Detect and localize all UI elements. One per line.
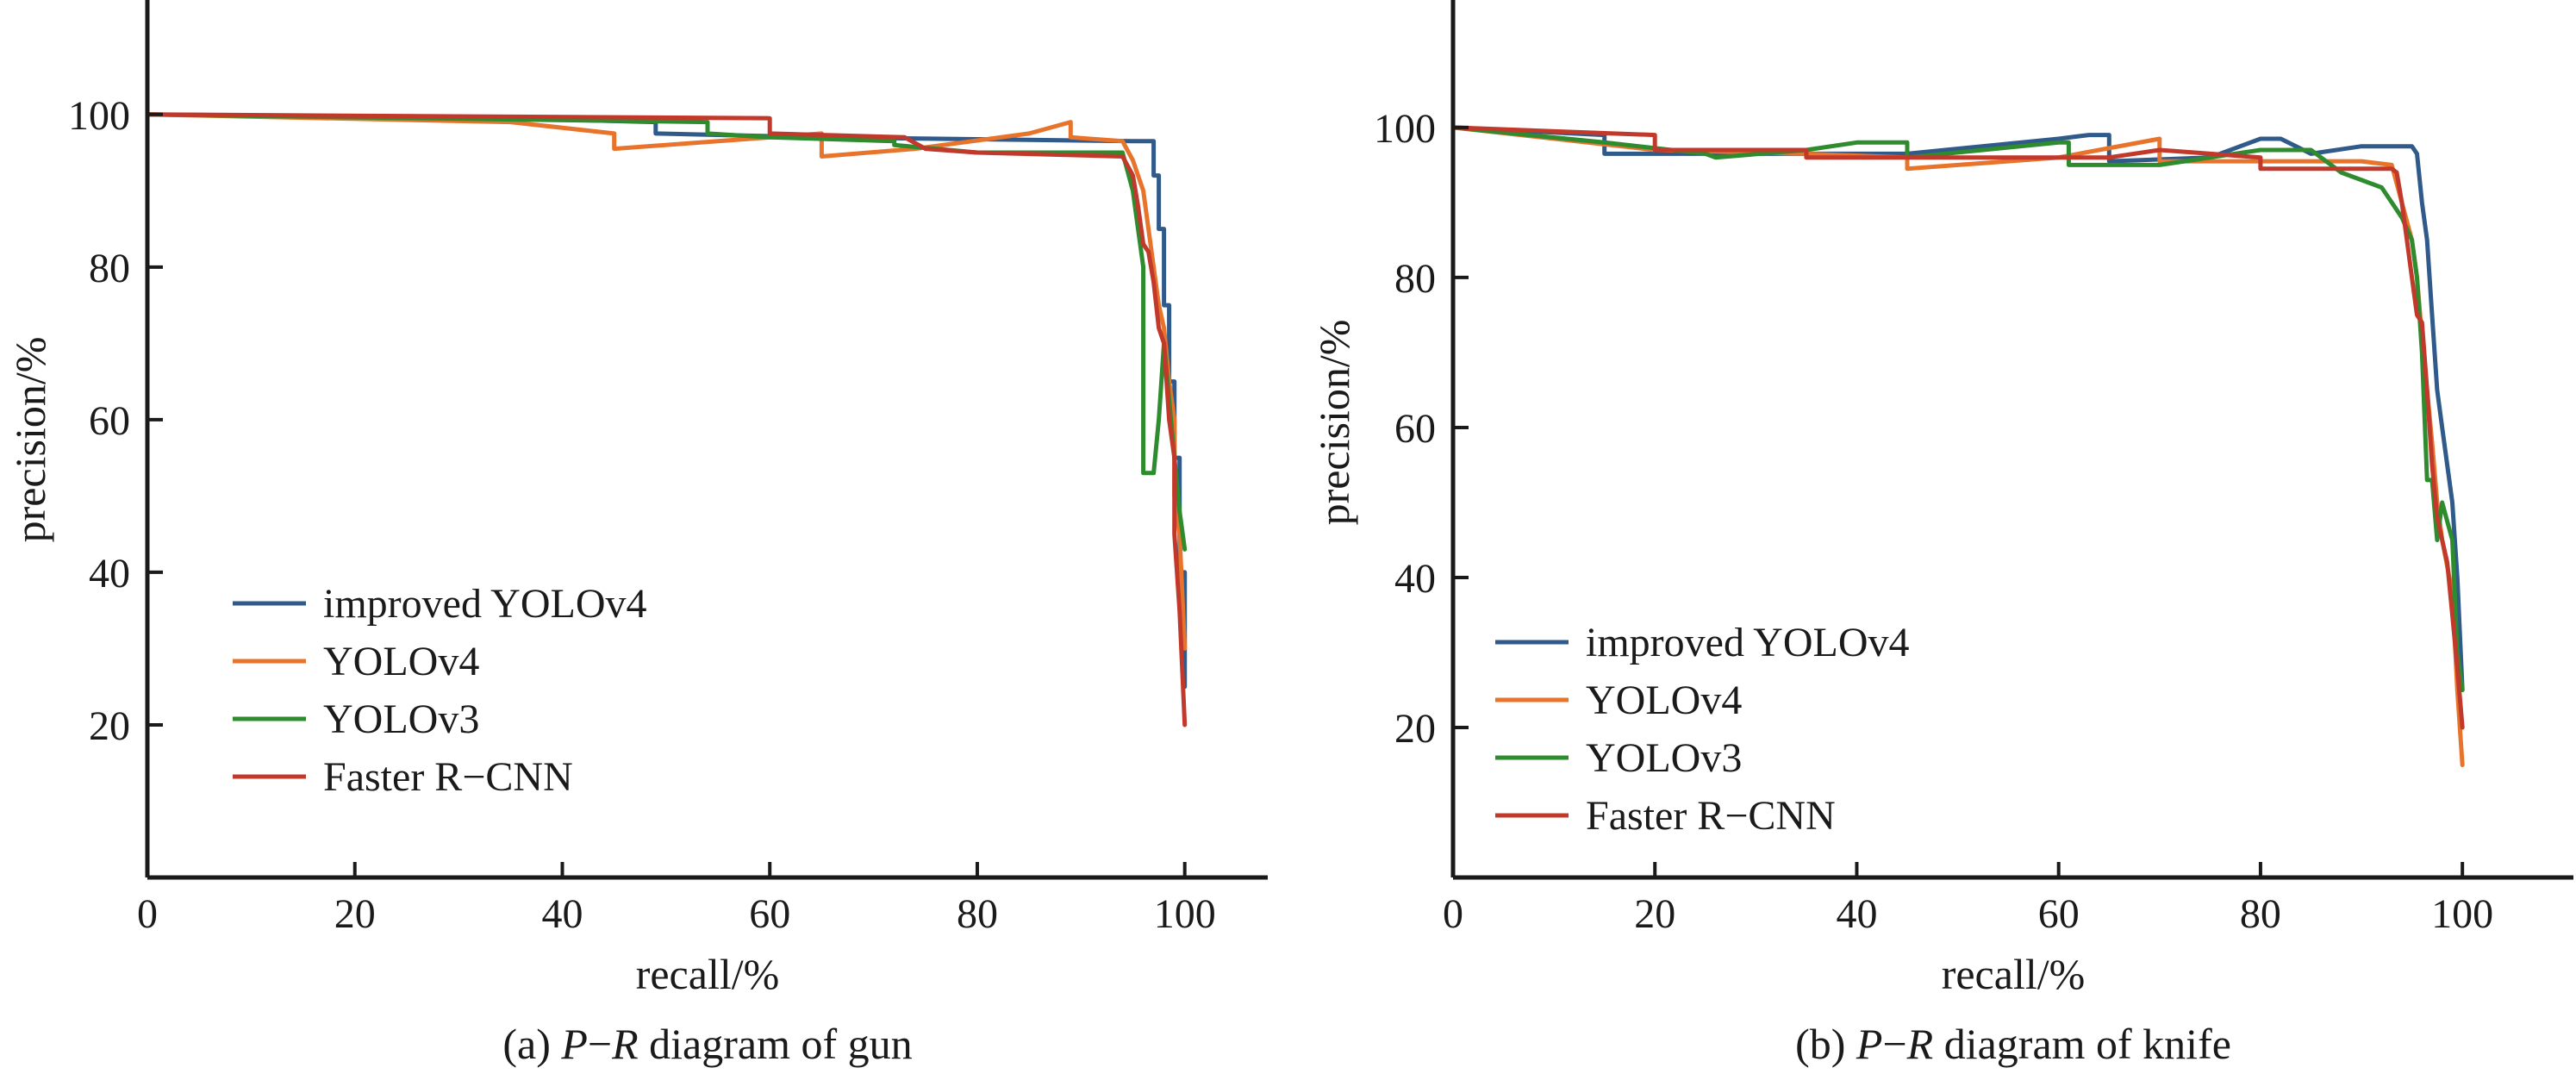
x-tick-label: 80 bbox=[957, 891, 998, 937]
chart-caption: (b) P−R diagram of knife bbox=[1795, 1020, 2231, 1068]
series-line-1 bbox=[145, 112, 1188, 690]
y-tick-label: 60 bbox=[89, 398, 130, 444]
y-tick-label: 100 bbox=[68, 93, 130, 139]
x-tick-label: 0 bbox=[137, 891, 158, 937]
y-tick-label: 20 bbox=[89, 703, 130, 749]
legend-label: improved YOLOv4 bbox=[1586, 620, 1910, 665]
series-line-2 bbox=[1450, 125, 2465, 767]
y-tick-label: 80 bbox=[89, 246, 130, 291]
chart-caption: (a) P−R diagram of gun bbox=[502, 1020, 912, 1068]
x-tick-label: 80 bbox=[2240, 891, 2281, 937]
series-line-4 bbox=[1450, 125, 2465, 730]
x-axis-label: recall/% bbox=[636, 950, 780, 998]
series-line-3 bbox=[1450, 125, 2465, 692]
chart-knife: 0 20 40 60 80 100 20 40 60 80 100 recall/% precisi… bbox=[1310, 0, 2573, 1068]
x-tick-label: 100 bbox=[1154, 891, 1216, 937]
legend-label: YOLOv3 bbox=[323, 696, 479, 742]
chart-gun: 0 20 40 60 80 100 20 40 60 80 100 recall/% precisi… bbox=[6, 0, 1268, 1068]
legend: improved YOLOv4 YOLOv4 YOLOv3 Faster R−CNN bbox=[1495, 620, 1910, 839]
x-tick-label: 20 bbox=[1634, 891, 1675, 937]
legend-label: YOLOv4 bbox=[323, 639, 479, 684]
x-tick-label: 40 bbox=[1836, 891, 1877, 937]
legend-label: improved YOLOv4 bbox=[323, 581, 647, 627]
y-axis-label: precision/% bbox=[1310, 320, 1358, 526]
x-tick-label: 60 bbox=[2038, 891, 2080, 937]
y-tick-label: 60 bbox=[1394, 406, 1436, 452]
x-tick-label: 0 bbox=[1443, 891, 1463, 937]
series-line-3 bbox=[145, 112, 1188, 552]
legend-label: YOLOv4 bbox=[1586, 677, 1742, 723]
x-tick-label: 40 bbox=[541, 891, 583, 937]
y-tick-label: 80 bbox=[1394, 256, 1436, 302]
series-line-2 bbox=[145, 112, 1188, 651]
x-axis-label: recall/% bbox=[1942, 950, 2086, 998]
x-tick-label: 20 bbox=[334, 891, 376, 937]
y-tick-label: 20 bbox=[1394, 706, 1436, 752]
legend-label: YOLOv3 bbox=[1586, 735, 1742, 781]
y-tick-label: 100 bbox=[1374, 106, 1436, 152]
y-tick-label: 40 bbox=[89, 551, 130, 596]
series-line-1 bbox=[1450, 125, 2465, 692]
x-tick-label: 100 bbox=[2431, 891, 2493, 937]
series-line-4 bbox=[145, 112, 1188, 727]
y-tick-label: 40 bbox=[1394, 556, 1436, 602]
x-tick-label: 60 bbox=[749, 891, 790, 937]
legend-label: Faster R−CNN bbox=[1586, 793, 1836, 839]
legend-label: Faster R−CNN bbox=[323, 754, 573, 800]
legend: improved YOLOv4 YOLOv4 YOLOv3 Faster R−CNN bbox=[233, 581, 647, 800]
y-axis-label: precision/% bbox=[6, 337, 54, 543]
